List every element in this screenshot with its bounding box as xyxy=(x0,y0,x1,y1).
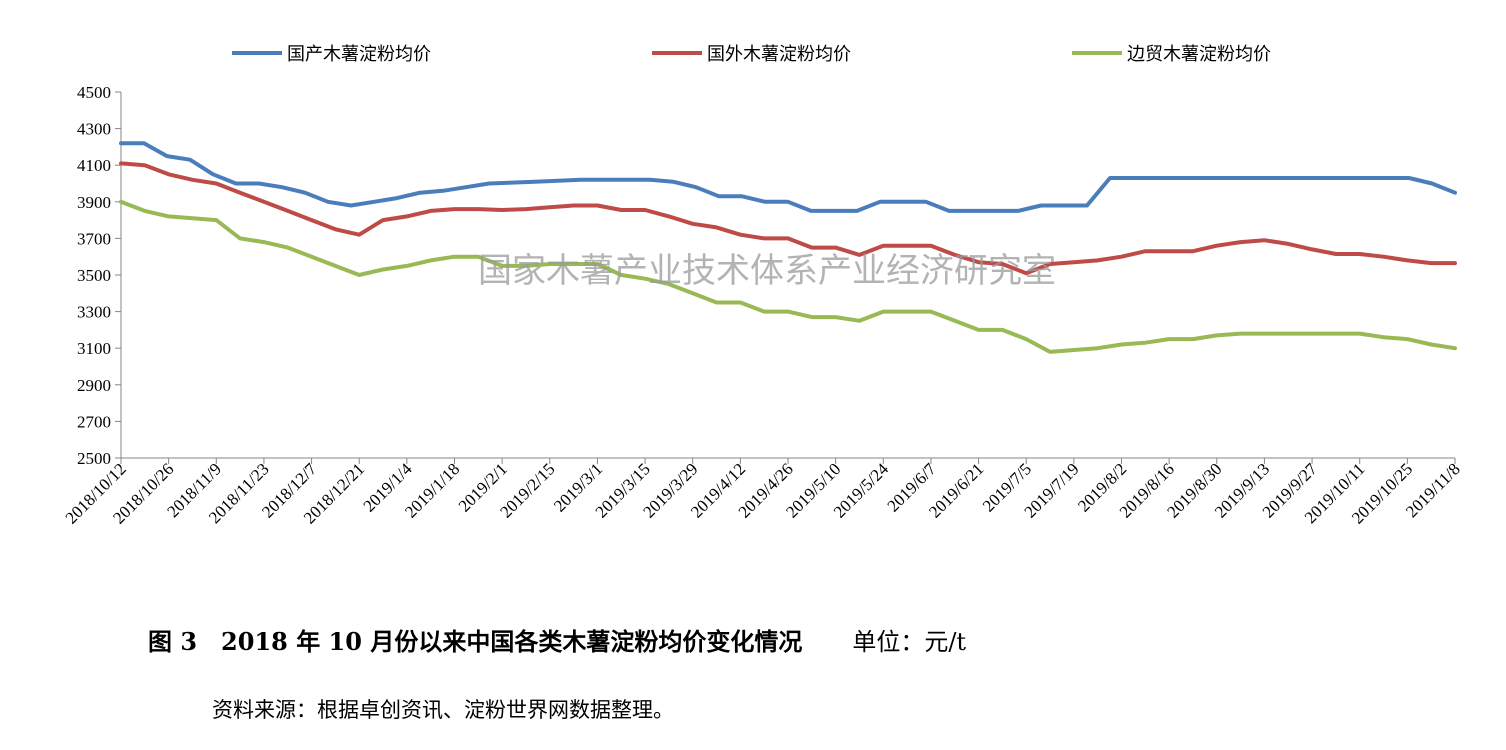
y-tick-label: 2500 xyxy=(77,449,111,468)
legend-label-foreign: 国外木薯淀粉均价 xyxy=(707,44,851,65)
series-line-1 xyxy=(119,161,1457,276)
y-tick-label: 2700 xyxy=(77,412,111,431)
y-tick-label: 3900 xyxy=(77,193,111,212)
line-chart: 国产木薯淀粉均价 国外木薯淀粉均价 边贸木薯淀粉均价 2500 2700 2900 3… xyxy=(62,44,1464,528)
series-line-2 xyxy=(119,199,1457,354)
y-tick-label: 3300 xyxy=(77,303,111,322)
y-tick-label: 3100 xyxy=(77,339,111,358)
legend-label-border-trade: 边贸木薯淀粉均价 xyxy=(1127,44,1271,65)
figure-caption: 图 3 2018 年 10 月份以来中国各类木薯淀粉均价变化情况 单位：元/t xyxy=(148,622,966,657)
legend-label-domestic: 国产木薯淀粉均价 xyxy=(287,44,431,65)
series-line-0 xyxy=(119,141,1457,213)
y-tick-label: 4100 xyxy=(77,156,111,175)
y-tick-label: 2900 xyxy=(77,376,111,395)
y-tick-label: 4500 xyxy=(77,83,111,102)
watermark-text: 国家木薯产业技术体系产业经济研究室 xyxy=(478,251,1056,291)
caption-title: 图 3 2018 年 10 月份以来中国各类木薯淀粉均价变化情况 xyxy=(148,627,803,656)
source-note: 资料来源：根据卓创资讯、淀粉世界网数据整理。 xyxy=(212,698,674,722)
axes: 2500 2700 2900 3100 3300 3500 3700 3900 4100 4300… xyxy=(62,83,1464,528)
caption-unit: 单位：元/t xyxy=(852,628,967,656)
series-lines xyxy=(119,141,1457,354)
y-tick-label: 4300 xyxy=(77,120,111,139)
y-tick-label: 3700 xyxy=(77,229,111,248)
legend: 国产木薯淀粉均价 国外木薯淀粉均价 边贸木薯淀粉均价 xyxy=(232,44,1271,65)
y-tick-label: 3500 xyxy=(77,266,111,285)
